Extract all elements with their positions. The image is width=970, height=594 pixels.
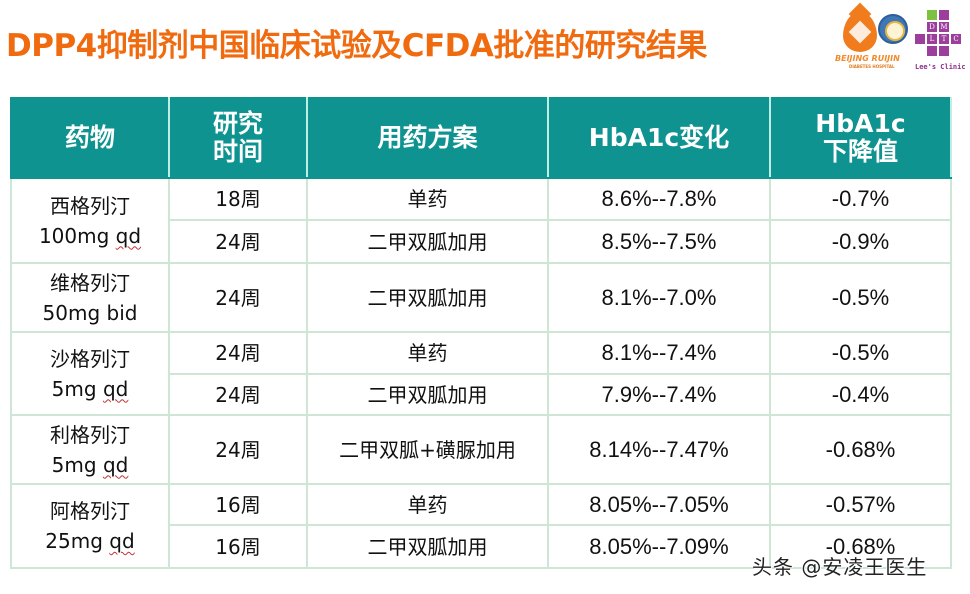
regimen-cell: 二甲双胍加用 (306, 373, 549, 416)
drug-name: 西格列汀 (50, 193, 130, 218)
hba1c-change-cell: 8.6%--7.8% (547, 177, 771, 221)
drug-dose: 25mg qd (12, 526, 168, 556)
drug-dose: 5mg qd (12, 450, 168, 480)
regimen-cell: 单药 (306, 331, 549, 375)
dose-amount: 5mg (51, 376, 97, 401)
header-regimen: 用药方案 (306, 97, 549, 179)
logo-square (915, 34, 925, 44)
logo-letter-c: C (951, 34, 961, 44)
dose-frequency: qd (109, 529, 135, 553)
hba1c-change-cell: 8.1%--7.0% (547, 262, 771, 333)
dose-frequency: qd (102, 376, 129, 401)
logo-square (939, 46, 949, 56)
dose-amount: 25mg (45, 529, 103, 553)
regimen-cell: 单药 (306, 483, 549, 526)
drug-cell: 西格列汀 100mg qd (10, 177, 170, 264)
drug-cell: 阿格列汀 25mg qd (10, 483, 170, 569)
dose-amount: 5mg (51, 452, 97, 477)
hba1c-drop-cell: -0.7% (769, 177, 952, 221)
drug-name: 沙格列汀 (50, 346, 130, 371)
logo-letter-d: D (927, 22, 937, 32)
hba1c-drop-cell: -0.68% (769, 524, 952, 569)
header-duration: 研究 时间 (168, 97, 308, 179)
header-duration-line1: 研究 (212, 109, 263, 138)
hba1c-drop-cell: -0.9% (769, 219, 952, 264)
table-header-row: 药物 研究 时间 用药方案 HbA1c变化 HbA1c 下降值 (10, 97, 952, 179)
hba1c-drop-cell: -0.68% (769, 414, 952, 485)
hba1c-drop-cell: -0.57% (769, 483, 952, 526)
logo-green-square (927, 10, 937, 20)
table-row: 维格列汀 50mg bid 24周 二甲双胍加用 8.1%--7.0% -0.5… (10, 262, 952, 333)
ruijin-logo-line2: DIABETES HOSPITAL (849, 64, 895, 69)
header-hba1c-drop: HbA1c 下降值 (769, 97, 952, 179)
ruijin-hospital-logo: BEIJING RUIJIN DIABETES HOSPITAL (835, 2, 900, 69)
header-duration-line2: 时间 (212, 137, 263, 166)
drug-name: 利格列汀 (50, 422, 130, 447)
hba1c-change-cell: 8.05%--7.05% (547, 483, 771, 526)
lees-clinic-caption: Lee's Clinic (915, 63, 966, 71)
regimen-cell: 二甲双胍+磺脲加用 (306, 414, 549, 485)
table-row: 沙格列汀 5mg qd 24周 单药 8.1%--7.4% -0.5% (10, 331, 952, 416)
logo-letter-m: M (939, 22, 949, 32)
drug-cell: 利格列汀 5mg qd (10, 414, 170, 485)
hospital-seal-icon (878, 14, 908, 44)
logo-letter-t: T (939, 34, 949, 44)
drug-dose: 100mg qd (12, 221, 168, 251)
dose-amount: 50mg (42, 300, 101, 325)
duration-cell: 16周 (168, 483, 308, 526)
hba1c-change-cell: 8.5%--7.5% (547, 219, 771, 264)
duration-cell: 24周 (168, 219, 308, 264)
hba1c-drop-cell: -0.5% (769, 262, 952, 333)
header-drug: 药物 (10, 97, 170, 179)
duration-cell: 24周 (168, 373, 308, 416)
header-hba1c-drop-line2: 下降值 (822, 137, 898, 166)
lees-clinic-logo: D M L T C Lee's Clinic (913, 10, 966, 74)
regimen-cell: 二甲双胍加用 (306, 219, 549, 264)
watermark: 头条 @安凌王医生 (752, 555, 928, 579)
regimen-cell: 单药 (306, 177, 549, 221)
table-row: 24周 二甲双胍加用 8.5%--7.5% -0.9% (11, 219, 952, 264)
table-row: 利格列汀 5mg qd 24周 二甲双胍+磺脲加用 8.14%--7.47% -… (10, 414, 952, 485)
dose-frequency: qd (115, 223, 142, 248)
regimen-cell: 二甲双胍加用 (306, 524, 549, 569)
hba1c-drop-cell: -0.4% (769, 373, 952, 416)
dose-frequency: qd (102, 452, 129, 477)
table-row: 西格列汀 100mg qd 18周 单药 8.6%--7.8% -0.7% (10, 177, 952, 264)
drug-name: 维格列汀 (50, 270, 130, 295)
drug-cell: 维格列汀 50mg bid (10, 262, 170, 333)
logo-letter-l: L (927, 34, 937, 44)
ruijin-logo-line1: BEIJING RUIJIN (835, 54, 900, 63)
duration-cell: 24周 (168, 414, 308, 485)
hba1c-change-cell: 7.9%--7.4% (547, 373, 771, 416)
duration-cell: 16周 (168, 524, 308, 569)
drop-icon (843, 12, 877, 52)
dpp4-trial-table: 药物 研究 时间 用药方案 HbA1c变化 HbA1c 下降值 西格列汀 100… (10, 97, 952, 569)
header-hba1c-drop-line1: HbA1c (815, 109, 906, 138)
table-row: 24周 二甲双胍加用 7.9%--7.4% -0.4% (11, 373, 952, 416)
hba1c-change-cell: 8.14%--7.47% (547, 414, 771, 485)
hba1c-change-cell: 8.05%--7.09% (547, 524, 771, 569)
hba1c-drop-cell: -0.5% (769, 331, 952, 375)
logo-square (939, 10, 949, 20)
duration-cell: 18周 (168, 177, 308, 221)
duration-cell: 24周 (168, 331, 308, 375)
duration-cell: 24周 (168, 262, 308, 333)
header-hba1c-change: HbA1c变化 (547, 97, 771, 179)
table-row: 阿格列汀 25mg qd 16周 单药 8.05%--7.05% -0.57% (10, 483, 952, 569)
drug-dose: 5mg qd (12, 374, 168, 404)
slide-title: DPP4抑制剂中国临床试验及CFDA批准的研究结果 (6, 28, 707, 64)
dose-amount: 100mg (38, 223, 110, 248)
hba1c-change-cell: 8.1%--7.4% (547, 331, 771, 375)
drug-cell: 沙格列汀 5mg qd (10, 331, 170, 416)
regimen-cell: 二甲双胍加用 (306, 262, 549, 333)
logo-square (927, 46, 937, 56)
drug-dose: 50mg bid (12, 298, 168, 328)
drug-name: 阿格列汀 (50, 499, 130, 523)
table-row: 16周 二甲双胍加用 8.05%--7.09% -0.68% (11, 524, 952, 569)
dose-frequency: bid (106, 300, 138, 325)
